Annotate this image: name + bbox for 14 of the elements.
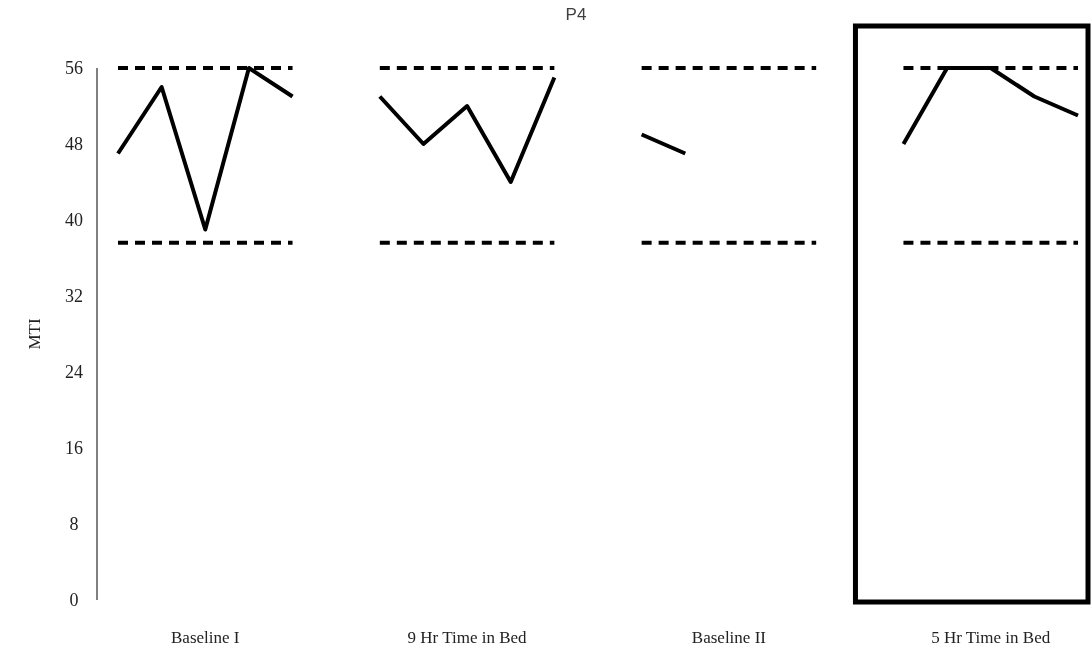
y-tick-label: 56: [65, 58, 83, 79]
y-tick-label: 32: [65, 286, 83, 307]
x-tick-label: 9 Hr Time in Bed: [407, 628, 528, 647]
x-tick-label: 5 Hr Time in Bed: [931, 628, 1051, 647]
y-tick-label: 40: [65, 210, 83, 231]
y-tick-label: 24: [65, 362, 83, 383]
y-tick-label: 48: [65, 134, 83, 155]
x-tick-label: Baseline I: [171, 628, 240, 647]
y-axis-title: MTI: [25, 318, 44, 350]
chart-title: P4: [565, 5, 587, 24]
y-tick-label: 8: [69, 514, 79, 535]
x-tick-label: Baseline II: [691, 628, 767, 647]
y-tick-label: 16: [65, 438, 83, 459]
y-tick-label: 0: [69, 590, 79, 611]
